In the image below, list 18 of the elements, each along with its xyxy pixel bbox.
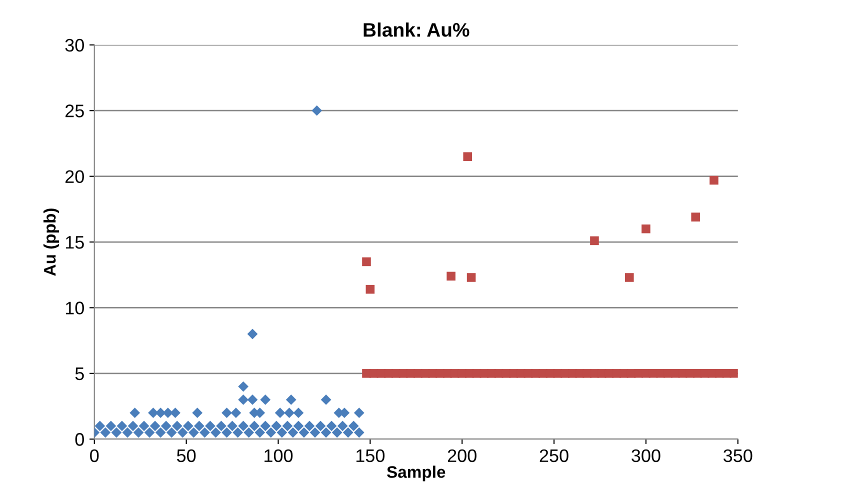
x-tick-label: 350: [724, 449, 752, 462]
x-tick-label: 50: [176, 449, 196, 462]
x-tick-label: 300: [632, 449, 660, 462]
x-tick-label: 100: [264, 449, 293, 462]
y-tick-label: 30: [65, 38, 84, 52]
x-tick-label: 0: [90, 449, 99, 462]
y-tick-label: 15: [66, 236, 84, 249]
y-tick-label: 0: [75, 433, 84, 446]
x-axis-title: Sample: [386, 466, 446, 482]
y-tick-label: 5: [75, 368, 84, 380]
x-tick-label: 150: [356, 449, 385, 462]
y-tick-label: 10: [66, 302, 84, 314]
chart-title: Blank: Au%: [364, 22, 470, 37]
y-tick-label: 20: [65, 170, 84, 184]
x-tick-label: 200: [448, 449, 476, 462]
y-axis-title: Au (ppb): [43, 208, 60, 276]
x-tick-label: 250: [540, 449, 568, 462]
y-tick-label: 25: [65, 104, 84, 118]
